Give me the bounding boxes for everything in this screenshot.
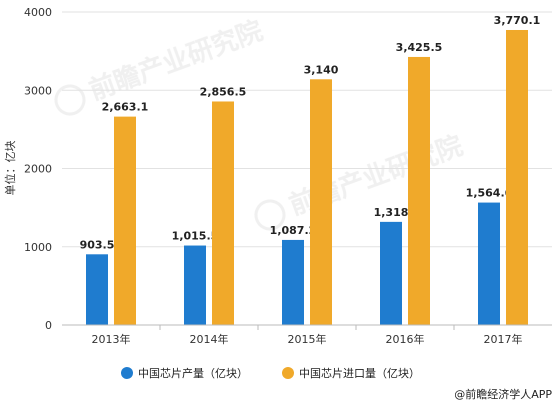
data-label-series-2: 2,856.5	[200, 85, 247, 98]
watermark-2: 前瞻产业研究院	[254, 130, 467, 231]
bar-series-2-2015年	[310, 79, 332, 325]
data-label-series-1: 1,087.2	[270, 224, 317, 237]
watermark-logo	[54, 84, 86, 116]
legend: 中国芯片产量（亿块） 中国芯片进口量（亿块）	[121, 366, 420, 380]
data-label-series-2: 3,425.5	[396, 41, 443, 54]
bar-series-2-2013年	[114, 116, 136, 325]
data-label-series-1: 1,564.6	[466, 187, 513, 200]
data-label-series-1: 903.5	[80, 238, 115, 251]
y-tick-label: 4000	[24, 6, 52, 19]
x-tick-label: 2014年	[190, 332, 229, 346]
legend-label-series-1: 中国芯片产量（亿块）	[138, 366, 248, 380]
x-tick-label: 2015年	[288, 332, 327, 346]
legend-label-series-2: 中国芯片进口量（亿块）	[299, 366, 420, 380]
x-tick-label: 2013年	[92, 332, 131, 346]
bar-series-2-2014年	[212, 101, 234, 325]
source-label: @前瞻经济学人APP	[454, 387, 552, 401]
legend-marker-series-1	[121, 367, 133, 379]
bar-series-2-2017年	[506, 29, 528, 325]
bar-series-1-2016年	[380, 221, 402, 325]
bar-series-1-2013年	[86, 254, 108, 325]
gridlines	[62, 11, 552, 248]
watermark-logo	[254, 199, 286, 231]
data-label-series-2: 3,770.1	[494, 14, 541, 27]
data-label-series-1: 1,015.5	[172, 230, 219, 243]
legend-marker-series-2	[282, 367, 294, 379]
bars: 903.5 2,663.1 1,015.5 2,856.5 1,087.2 3,140 1,…	[80, 14, 541, 326]
y-tick-label: 2000	[24, 163, 52, 176]
bar-series-1-2014年	[184, 245, 206, 325]
bar-series-1-2015年	[282, 239, 304, 325]
data-label-series-2: 3,140	[304, 63, 339, 76]
x-axis-ticks: 2013年 2014年 2015年 2016年 2017年	[92, 325, 523, 346]
bar-series-1-2017年	[478, 202, 500, 325]
bar-series-2-2016年	[408, 56, 430, 326]
y-axis-ticks: 0 1000 2000 3000 4000	[24, 6, 52, 332]
data-label-series-1: 1,318	[374, 206, 409, 219]
watermark-1: 前瞻产业研究院	[54, 15, 267, 116]
x-tick-label: 2017年	[484, 332, 523, 346]
y-axis-label: 单位：亿块	[3, 141, 17, 196]
data-label-series-2: 2,663.1	[102, 101, 149, 114]
y-tick-label: 0	[45, 319, 52, 332]
x-tick-label: 2016年	[386, 332, 425, 346]
y-tick-label: 3000	[24, 84, 52, 97]
y-tick-label: 1000	[24, 241, 52, 254]
